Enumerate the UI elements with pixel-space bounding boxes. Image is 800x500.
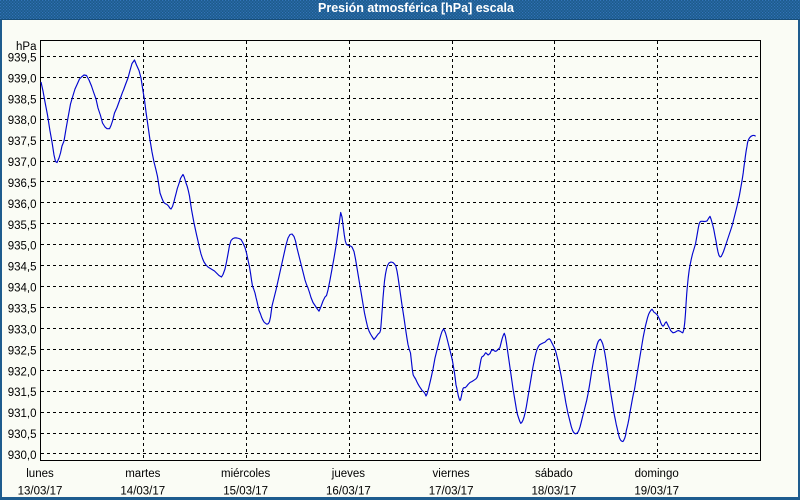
svg-text:17/03/17: 17/03/17 bbox=[429, 486, 474, 498]
svg-text:19/03/17: 19/03/17 bbox=[634, 486, 679, 498]
svg-text:935,0: 935,0 bbox=[8, 241, 37, 253]
svg-text:930,0: 930,0 bbox=[8, 450, 37, 462]
svg-text:939,5: 939,5 bbox=[8, 52, 37, 64]
svg-text:936,0: 936,0 bbox=[8, 199, 37, 211]
svg-text:hPa: hPa bbox=[16, 41, 37, 53]
svg-text:sábado: sábado bbox=[535, 468, 573, 480]
svg-text:martes: martes bbox=[125, 468, 160, 480]
svg-text:937,0: 937,0 bbox=[8, 157, 37, 169]
svg-text:jueves: jueves bbox=[331, 468, 365, 480]
svg-text:936,5: 936,5 bbox=[8, 178, 37, 190]
svg-text:933,5: 933,5 bbox=[8, 304, 37, 316]
svg-text:18/03/17: 18/03/17 bbox=[532, 486, 577, 498]
svg-text:13/03/17: 13/03/17 bbox=[18, 486, 63, 498]
svg-text:934,0: 934,0 bbox=[8, 283, 37, 295]
svg-text:937,5: 937,5 bbox=[8, 136, 37, 148]
svg-text:933,0: 933,0 bbox=[8, 324, 37, 336]
svg-text:931,0: 931,0 bbox=[8, 408, 37, 420]
svg-text:931,5: 931,5 bbox=[8, 387, 37, 399]
svg-text:miércoles: miércoles bbox=[221, 468, 270, 480]
svg-text:lunes: lunes bbox=[26, 468, 54, 480]
svg-text:930,5: 930,5 bbox=[8, 429, 37, 441]
svg-text:14/03/17: 14/03/17 bbox=[120, 486, 165, 498]
svg-text:932,0: 932,0 bbox=[8, 366, 37, 378]
svg-text:934,5: 934,5 bbox=[8, 262, 37, 274]
svg-text:viernes: viernes bbox=[433, 468, 470, 480]
svg-text:16/03/17: 16/03/17 bbox=[326, 486, 371, 498]
svg-text:939,0: 939,0 bbox=[8, 73, 37, 85]
svg-text:938,5: 938,5 bbox=[8, 94, 37, 106]
svg-text:domingo: domingo bbox=[635, 468, 679, 480]
svg-text:15/03/17: 15/03/17 bbox=[223, 486, 268, 498]
svg-text:938,0: 938,0 bbox=[8, 115, 37, 127]
svg-text:935,5: 935,5 bbox=[8, 220, 37, 232]
svg-text:932,5: 932,5 bbox=[8, 345, 37, 357]
